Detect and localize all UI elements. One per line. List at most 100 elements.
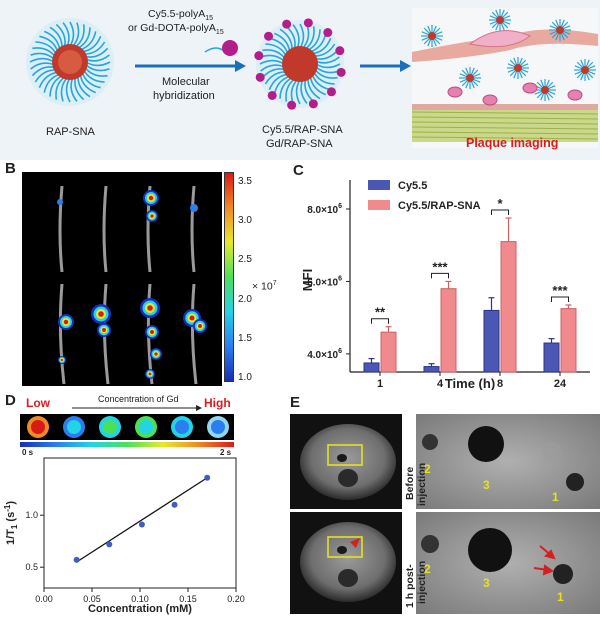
artery-top [190, 185, 196, 273]
gradient-caption: Concentration of Gd [98, 394, 179, 404]
gd-label-dot [336, 67, 346, 77]
macrophage [522, 82, 538, 94]
gd-label-dot [323, 28, 333, 38]
region-2-top: 2 [424, 462, 431, 476]
signal-blob [148, 195, 154, 201]
region-1-bottom: 1 [557, 590, 564, 604]
row-label-post-1: 1 h post- [404, 564, 416, 608]
relaxivity-scatter-plot: 0.00 0.05 0.10 0.15 0.20 0.5 1.0 Concentration … [3, 457, 245, 615]
significance-label: *** [432, 259, 448, 274]
sample-well-core [103, 420, 117, 434]
panel-c-letter: C [293, 162, 304, 179]
bar [500, 241, 517, 373]
sample-well-core [175, 420, 189, 434]
colorbar-tick-label: 1.0 [238, 372, 252, 383]
y-axis-label: 1/T1 (s-1) [3, 501, 19, 545]
x-tick-label: 4 [437, 378, 444, 390]
bar [543, 342, 560, 373]
scene-nanoparticle [459, 67, 481, 89]
red-arrows [533, 545, 556, 576]
x-tick-label: 1 [377, 378, 383, 390]
scale-end: 2 s [220, 448, 232, 457]
signal-blob [150, 330, 154, 334]
x-tick-label: 0.05 [83, 594, 101, 604]
significance-label: *** [552, 283, 568, 298]
panel-e: E [290, 392, 600, 617]
vessel-scene [411, 8, 599, 148]
muscle-fiber [411, 111, 599, 115]
t1-map-strip [20, 414, 234, 440]
x-tick-label: 24 [554, 378, 567, 390]
gd-label-dot [303, 18, 313, 28]
legend-label: Cy5.5 [398, 180, 427, 192]
reagent-line-1-sub: 15 [205, 15, 213, 23]
scene-nanoparticle [507, 57, 529, 79]
timepoint-24h: 24 h [187, 159, 210, 171]
signal-blob [198, 324, 202, 328]
gd-label-dot [287, 100, 297, 110]
timepoint-1h: 1 h [52, 159, 68, 171]
t1-map-wells [27, 416, 229, 438]
artery-top [58, 185, 64, 273]
scene-nanoparticle [421, 25, 443, 47]
gradient-arrow [72, 405, 202, 411]
colorbar-unit-prefix: × 10 [252, 280, 273, 293]
signal-blob [98, 311, 104, 317]
x-tick-label: 0.10 [131, 594, 149, 604]
significance-bracket [551, 296, 569, 302]
legend-label: Cy5.5/RAP-SNA [398, 200, 481, 212]
artery-bottom [190, 283, 198, 385]
bar [363, 362, 380, 373]
macrophage [447, 86, 463, 98]
significance-label: ** [375, 305, 386, 320]
region-2-bottom: 2 [424, 562, 431, 576]
data-point [171, 501, 178, 508]
panel-c: C 4.0×106 6.0×106 8.0×106 MFI Time (h) 1 ** 4 **… [290, 160, 600, 390]
muscle-fiber [411, 116, 599, 120]
scene-nanoparticle [574, 59, 596, 81]
bar [380, 331, 397, 373]
core [514, 64, 522, 72]
bar [423, 366, 440, 373]
y-axis-label-exp: -1 [3, 504, 12, 512]
gd-label-dot [335, 46, 345, 56]
gd-label-dot [254, 51, 264, 61]
colorbar-unit: × 107 [252, 280, 277, 293]
step-line-1: Molecular [162, 76, 210, 88]
gd-label-dot [282, 19, 292, 29]
colorbar-tick-label: 3.5 [238, 176, 252, 187]
fit-line [76, 477, 208, 563]
signal-blob [154, 352, 158, 356]
legend-swatch [368, 180, 390, 190]
x-tick-label: 0.00 [35, 594, 53, 604]
scale-start: 0 s [22, 448, 34, 457]
x-tick-label: 0.20 [227, 594, 245, 604]
muscle-fiber [411, 126, 599, 130]
panel-a: A [0, 0, 600, 160]
rap-sna-label: RAP-SNA [46, 126, 95, 138]
x-axis-label: Concentration (mM) [88, 603, 192, 615]
panel-b-letter: B [5, 160, 16, 177]
sample-well-core [31, 420, 45, 434]
scene-nanoparticle [549, 19, 571, 41]
significance-bracket [491, 209, 509, 216]
gd-label-dot [308, 99, 318, 109]
gradient-low: Low [26, 396, 50, 410]
colorbar-tick-label: 2.5 [238, 254, 252, 266]
sample-well-core [139, 420, 153, 434]
core [541, 86, 549, 94]
gd-label-dot [267, 90, 277, 100]
y-tick-label: 8.0×106 [307, 203, 342, 216]
signal-blob [150, 214, 154, 218]
region-3-top: 3 [483, 478, 490, 492]
reagent-line-2-text: or Gd-DOTA-polyA [128, 22, 216, 34]
artery-top [102, 185, 108, 273]
signal-weak [57, 199, 63, 205]
sample-well-core [67, 420, 81, 434]
row-label-before-1: Before [404, 466, 416, 500]
sample-well-core [211, 420, 225, 434]
y-axis-label-sub: 1 [10, 524, 19, 529]
signal-blob [63, 319, 69, 325]
significance-bracket [371, 318, 389, 324]
signal-weak [190, 204, 198, 212]
